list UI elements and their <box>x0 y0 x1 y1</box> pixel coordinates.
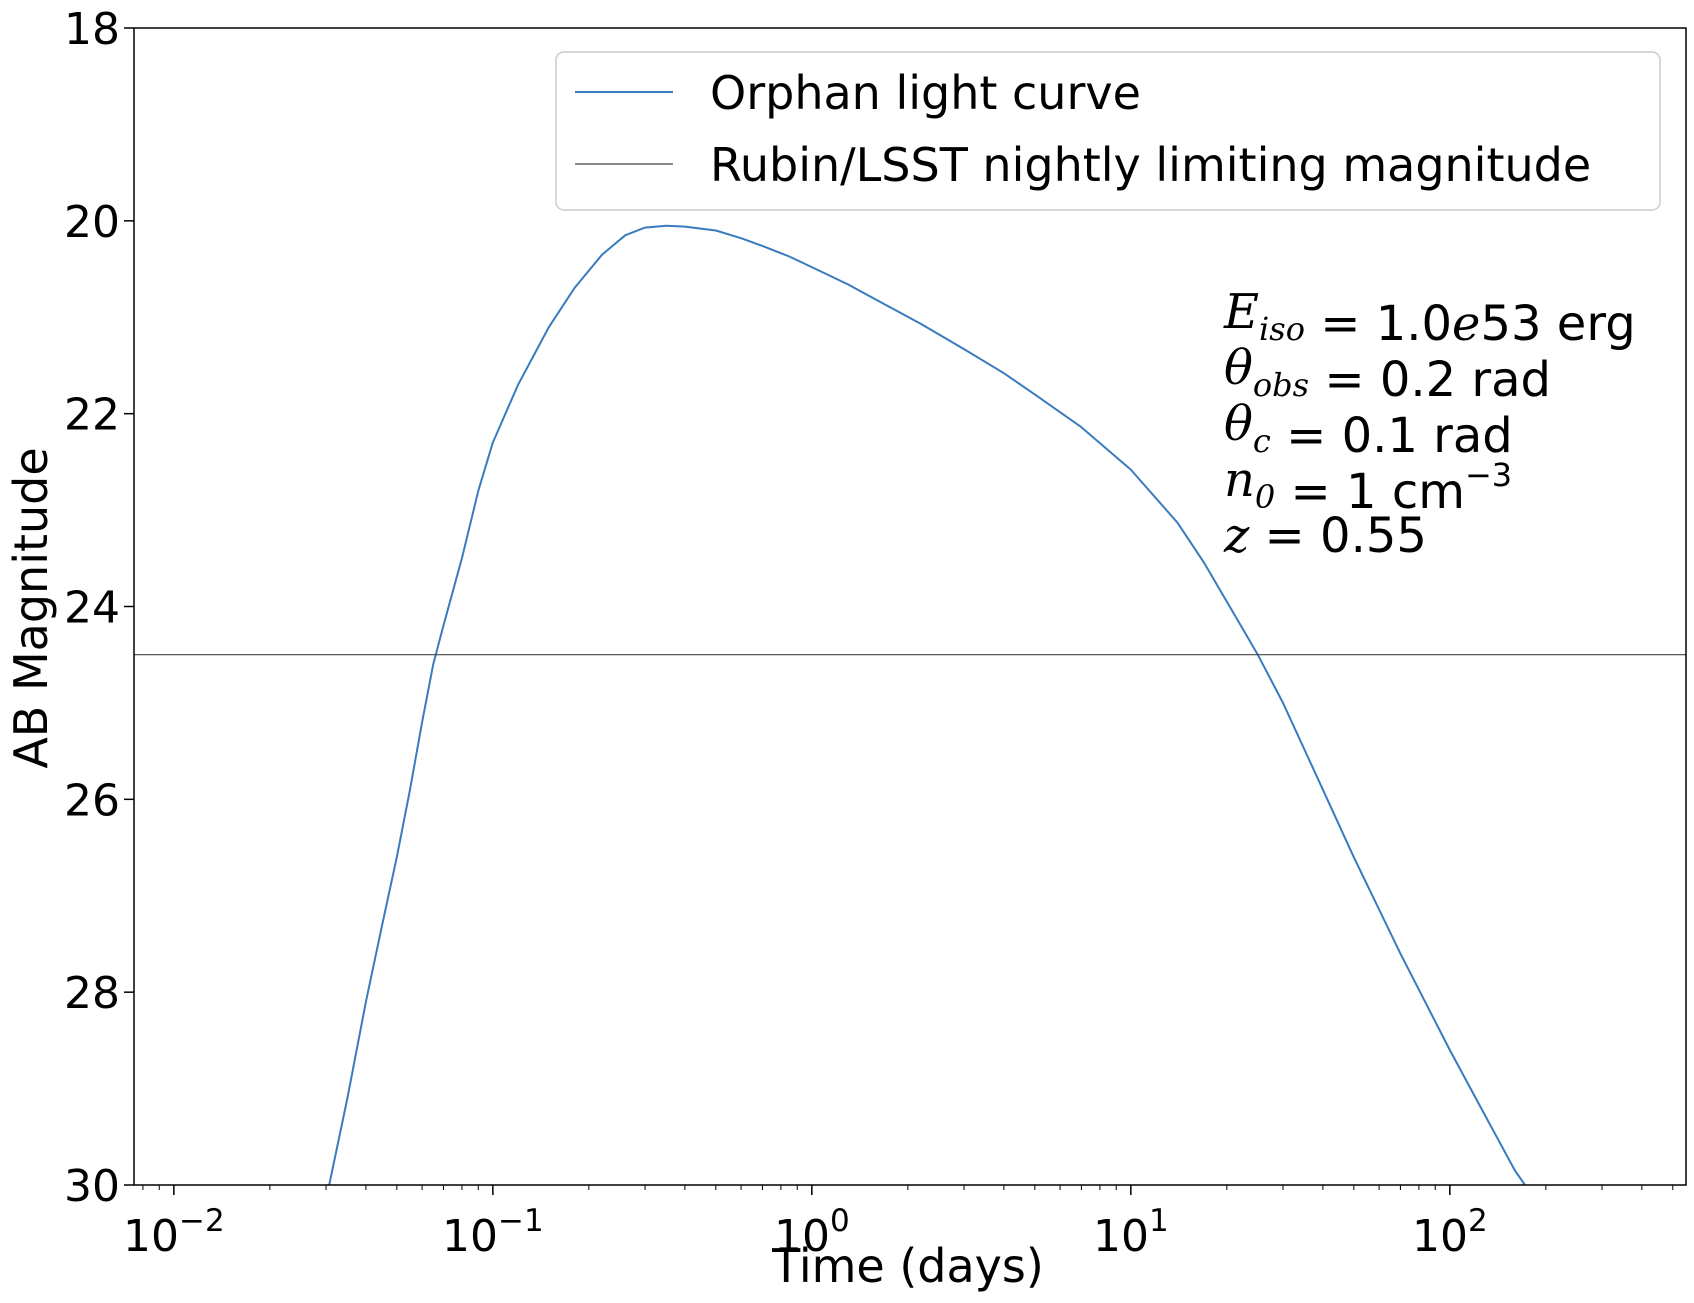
annotation-line: Eiso = 1.0e53 erg <box>1223 284 1636 352</box>
legend-label-orphan-light-curve: Orphan light curve <box>710 66 1141 120</box>
legend: Orphan light curve Rubin/LSST nightly li… <box>555 51 1661 211</box>
annotation-line: θobs = 0.2 rad <box>1224 340 1551 408</box>
y-axis-label: AB Magnitude <box>4 447 58 768</box>
legend-label-limiting-magnitude: Rubin/LSST nightly limiting magnitude <box>710 138 1591 192</box>
y-tick-label: 28 <box>64 968 120 1019</box>
y-tick-label: 30 <box>64 1161 120 1212</box>
y-tick-label: 20 <box>64 197 120 248</box>
x-tick-label: 101 <box>1093 1203 1169 1262</box>
annotation-line: θc = 0.1 rad <box>1224 396 1513 464</box>
legend-box <box>555 51 1661 211</box>
y-tick-label: 24 <box>64 583 120 634</box>
x-tick-label: 10−2 <box>123 1203 225 1262</box>
y-tick-label: 22 <box>64 390 120 441</box>
x-tick-label: 102 <box>1412 1203 1488 1262</box>
series-line-orphan-light-curve <box>328 224 1526 1185</box>
x-axis-label: Time (days) <box>771 1239 1044 1293</box>
annotation-line: z = 0.55 <box>1223 508 1427 564</box>
y-tick-label: 18 <box>64 4 120 55</box>
data-layer <box>134 224 1686 1185</box>
x-tick-label: 10−1 <box>442 1203 544 1262</box>
annotation-line: n0 = 1 cm−3 <box>1224 452 1512 520</box>
x-tick-label: 100 <box>774 1203 850 1262</box>
y-tick-label: 26 <box>64 775 120 826</box>
